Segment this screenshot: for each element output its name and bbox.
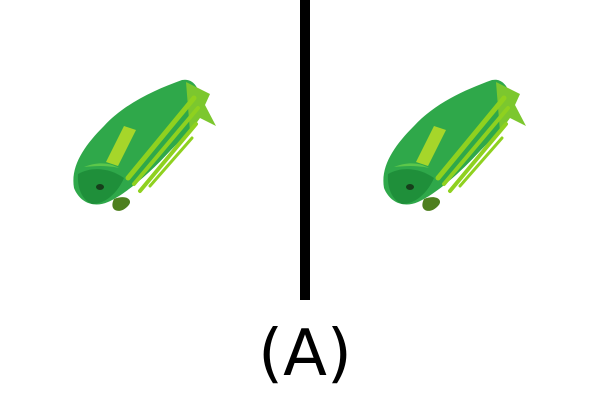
fish-icon <box>383 79 526 211</box>
option-label: (A) <box>258 317 352 391</box>
fish-icon <box>73 79 216 211</box>
left-image-panel <box>0 0 300 300</box>
right-image-panel <box>310 0 610 300</box>
vertical-divider <box>300 0 310 300</box>
